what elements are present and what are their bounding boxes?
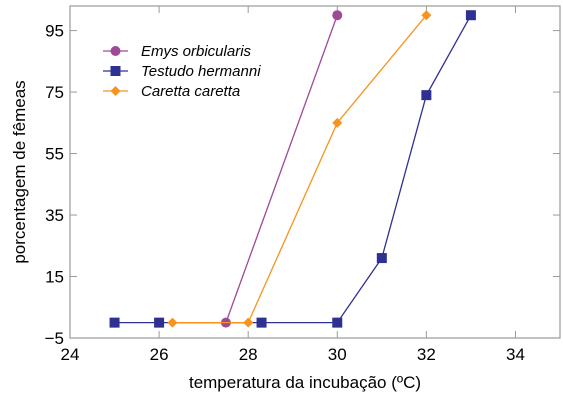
data-point xyxy=(167,317,178,328)
legend-marker xyxy=(110,86,121,96)
legend-item: Testudo hermanni xyxy=(103,63,261,80)
x-tick-label: 24 xyxy=(61,345,80,364)
data-point xyxy=(421,90,432,101)
data-point xyxy=(332,10,343,21)
y-tick-label: 95 xyxy=(45,22,64,41)
x-axis-label: temperatura da incubação (ºC) xyxy=(189,373,421,392)
data-point xyxy=(465,10,476,21)
y-tick-label: 75 xyxy=(45,83,64,102)
data-point xyxy=(376,253,387,264)
series-2 xyxy=(167,10,432,328)
data-point xyxy=(154,317,165,328)
legend-item: Caretta caretta xyxy=(103,83,240,100)
legend-label: Testudo hermanni xyxy=(141,63,261,80)
series-group xyxy=(109,10,476,328)
y-tick-label: 55 xyxy=(45,145,64,164)
y-tick-label: −5 xyxy=(45,329,64,348)
legend: Emys orbicularis Testudo hermanni Caretta … xyxy=(103,43,261,100)
x-tick-label: 26 xyxy=(150,345,169,364)
legend-item: Emys orbicularis xyxy=(103,43,252,60)
series-0 xyxy=(220,10,343,328)
x-tick-label: 34 xyxy=(506,345,525,364)
series-line xyxy=(172,14,427,324)
y-tick-label: 35 xyxy=(45,206,64,225)
x-tick-label: 30 xyxy=(328,345,347,364)
x-tick-label: 32 xyxy=(417,345,436,364)
series-line xyxy=(225,15,338,323)
data-point xyxy=(256,317,267,328)
data-point xyxy=(332,317,343,328)
legend-marker xyxy=(110,46,121,56)
legend-label: Caretta caretta xyxy=(141,83,240,100)
data-point xyxy=(243,317,254,328)
legend-label: Emys orbicularis xyxy=(141,43,252,60)
data-point xyxy=(332,117,343,128)
data-point xyxy=(421,10,432,21)
series-1 xyxy=(109,10,476,328)
x-tick-label: 28 xyxy=(239,345,258,364)
legend-marker xyxy=(110,66,121,76)
axis-ticks: 24 26 28 30 32 34 −5 15 35 55 75 95 xyxy=(45,6,560,364)
y-axis-label: porcentagem de fêmeas xyxy=(10,80,29,263)
series-line xyxy=(114,14,472,324)
data-point xyxy=(109,317,120,328)
plot-frame xyxy=(69,5,561,339)
y-tick-label: 15 xyxy=(45,268,64,287)
